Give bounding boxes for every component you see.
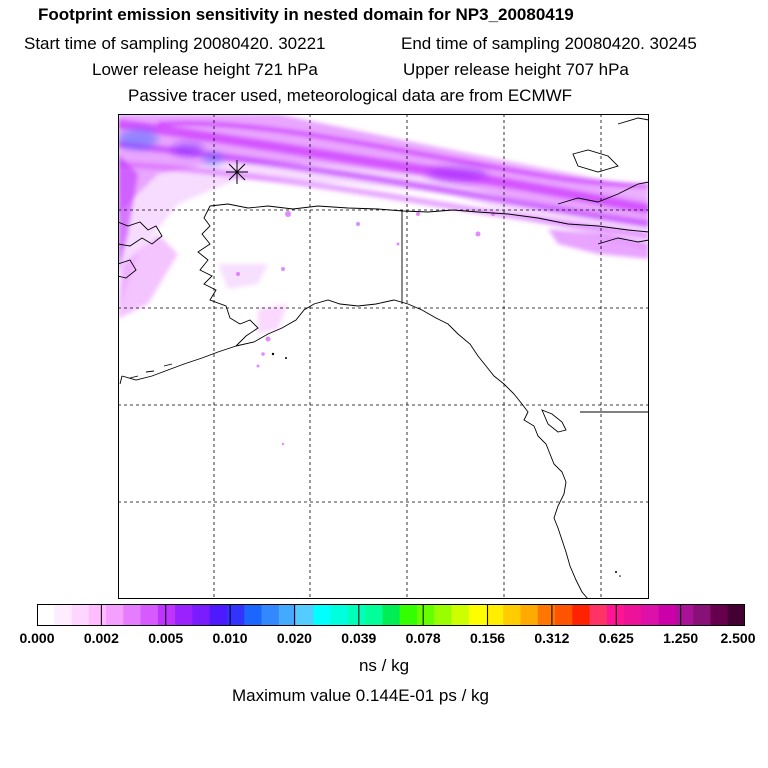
- emission-plume: [118, 114, 649, 334]
- end-time-label: End time of sampling 20080420. 30245: [401, 34, 697, 53]
- plot-title: Footprint emission sensitivity in nested…: [38, 5, 574, 24]
- colorbar-swatch: [451, 604, 470, 626]
- colorbar-swatch: [278, 604, 297, 626]
- colorbar-swatch: [693, 604, 712, 626]
- colorbar-tick-label: 0.078: [405, 630, 441, 646]
- colorbar-tick-label: 0.039: [341, 630, 377, 646]
- colorbar-swatch: [37, 604, 55, 626]
- colorbar-tick-label: 0.156: [470, 630, 506, 646]
- lat-lon-grid: [118, 114, 649, 599]
- maximum-value: Maximum value 0.144E-01 ps / kg: [232, 686, 490, 705]
- colorbar-tick-label: 0.625: [598, 630, 634, 646]
- colorbar-swatch: [589, 604, 608, 626]
- colorbar-swatch: [261, 604, 280, 626]
- colorbar-tick-label: 0.020: [276, 630, 312, 646]
- colorbar-swatch: [313, 604, 332, 626]
- colorbar-tick-label: 2.500: [720, 630, 756, 646]
- colorbar-swatch: [727, 604, 745, 626]
- colorbar-tick-label: 0.312: [534, 630, 570, 646]
- colorbar-tick-label: 1.250: [663, 630, 699, 646]
- colorbar-swatch: [485, 604, 504, 626]
- upper-release-label: Upper release height 707 hPa: [403, 60, 629, 79]
- colorbar-swatch: [658, 604, 677, 626]
- plume-hotspots: [118, 129, 488, 182]
- colorbar-swatch: [537, 604, 556, 626]
- colorbar-swatch: [123, 604, 142, 626]
- colorbar-swatch: [209, 604, 228, 626]
- colorbar-swatch: [71, 604, 90, 626]
- footprint-map: [118, 114, 649, 599]
- colorbar-swatch: [675, 604, 694, 626]
- colorbar-swatch: [296, 604, 314, 626]
- colorbar-tick-label: 0.002: [83, 630, 119, 646]
- colorbar-swatch: [434, 604, 453, 626]
- colorbar-swatch: [468, 604, 487, 626]
- colorbar-swatch: [520, 604, 539, 626]
- colorbar-tick-label: 0.005: [148, 630, 184, 646]
- colorbar-swatch: [572, 604, 591, 626]
- islands: [271, 352, 621, 577]
- colorbar-swatch: [710, 604, 729, 626]
- colorbar-tick-label: 0.000: [19, 630, 55, 646]
- colorbar-swatch: [157, 604, 176, 626]
- colorbar-swatch: [624, 604, 642, 626]
- colorbar-swatch: [399, 604, 418, 626]
- colorbar-tick-label: 0.010: [212, 630, 248, 646]
- colorbar-swatch: [244, 604, 263, 626]
- colorbar-swatch: [106, 604, 124, 626]
- sampling-site-marker: [226, 160, 248, 184]
- tracer-note: Passive tracer used, meteorological data…: [128, 86, 573, 105]
- colorbar-swatch: [641, 604, 660, 626]
- coastlines: [118, 117, 649, 599]
- colorbar-swatch: [226, 604, 245, 626]
- start-time-label: Start time of sampling 20080420. 30221: [24, 34, 326, 53]
- colorbar-swatch: [330, 604, 349, 626]
- colorbar-swatch: [382, 604, 401, 626]
- colorbar-swatch: [365, 604, 383, 626]
- colorbar-swatch: [192, 604, 211, 626]
- colorbar: [37, 604, 745, 626]
- lower-release-label: Lower release height 721 hPa: [92, 60, 318, 79]
- colorbar-swatch: [88, 604, 107, 626]
- colorbar-swatch: [555, 604, 573, 626]
- colorbar-swatch: [347, 604, 366, 626]
- colorbar-units: ns / kg: [358, 656, 410, 675]
- map-frame: [118, 114, 649, 599]
- colorbar-swatch: [54, 604, 73, 626]
- colorbar-swatch: [416, 604, 435, 626]
- colorbar-swatch: [175, 604, 194, 626]
- colorbar-swatch: [503, 604, 522, 626]
- plume-specks: [236, 211, 495, 446]
- colorbar-swatch: [140, 604, 159, 626]
